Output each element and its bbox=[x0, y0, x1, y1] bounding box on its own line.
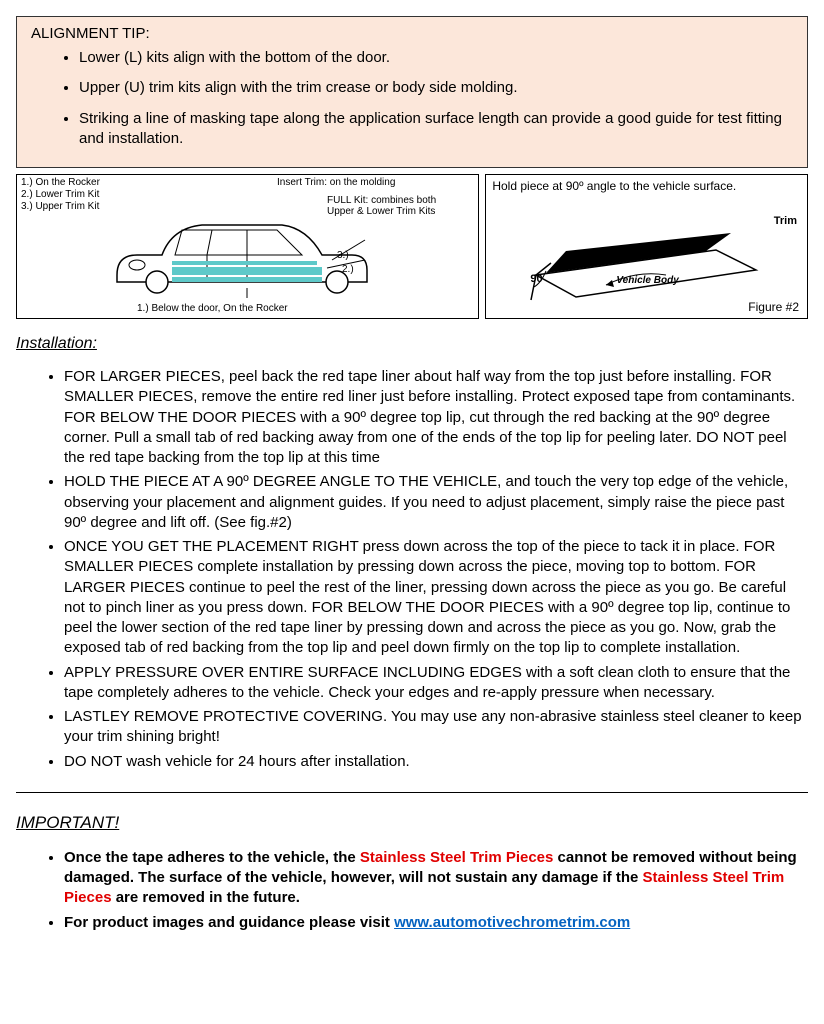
figure-label: Figure #2 bbox=[748, 300, 799, 314]
angle-diagram: Hold piece at 90º angle to the vehicle s… bbox=[485, 174, 808, 319]
tip-item: Striking a line of masking tape along th… bbox=[79, 109, 793, 150]
important-title: IMPORTANT! bbox=[16, 813, 808, 833]
trim-label: Trim bbox=[774, 215, 797, 227]
alignment-tip-box: ALIGNMENT TIP: Lower (L) kits align with… bbox=[16, 16, 808, 168]
install-item: FOR LARGER PIECES, peel back the red tap… bbox=[64, 367, 808, 468]
important-item: Once the tape adheres to the vehicle, th… bbox=[64, 848, 808, 909]
installation-title: Installation: bbox=[16, 335, 808, 353]
important-item: For product images and guidance please v… bbox=[64, 913, 808, 933]
label-3: 3.) bbox=[337, 250, 349, 261]
text: Once the tape adheres to the vehicle, th… bbox=[64, 849, 360, 866]
legend-1: 1.) On the Rocker bbox=[21, 177, 100, 188]
body-label: Vehicle Body bbox=[616, 275, 678, 286]
angle-90: 90 bbox=[530, 273, 542, 285]
tip-item: Lower (L) kits align with the bottom of … bbox=[79, 48, 793, 68]
legend-3: 3.) Upper Trim Kit bbox=[21, 201, 99, 212]
red-text: Stainless Steel Trim Pieces bbox=[360, 849, 553, 866]
install-item: ONCE YOU GET THE PLACEMENT RIGHT press d… bbox=[64, 537, 808, 659]
install-item: DO NOT wash vehicle for 24 hours after i… bbox=[64, 752, 808, 772]
installation-list: FOR LARGER PIECES, peel back the red tap… bbox=[16, 367, 808, 772]
top-note: Insert Trim: on the molding bbox=[277, 177, 395, 188]
legend-2: 2.) Lower Trim Kit bbox=[21, 189, 99, 200]
important-list: Once the tape adheres to the vehicle, th… bbox=[16, 848, 808, 933]
tip-list: Lower (L) kits align with the bottom of … bbox=[31, 48, 793, 149]
angle-note: Hold piece at 90º angle to the vehicle s… bbox=[492, 179, 736, 193]
tip-item: Upper (U) trim kits align with the trim … bbox=[79, 78, 793, 98]
divider bbox=[16, 792, 808, 793]
install-item: HOLD THE PIECE AT A 90º DEGREE ANGLE TO … bbox=[64, 472, 808, 533]
trim-mid bbox=[172, 267, 322, 275]
diagrams-row: 1.) On the Rocker 2.) Lower Trim Kit 3.)… bbox=[16, 174, 808, 319]
car-diagram: 1.) On the Rocker 2.) Lower Trim Kit 3.)… bbox=[16, 174, 479, 319]
below-note: 1.) Below the door, On the Rocker bbox=[137, 303, 288, 314]
text: are removed in the future. bbox=[112, 889, 300, 906]
label-2: 2.) bbox=[342, 264, 354, 275]
angle-svg bbox=[506, 215, 766, 310]
product-link[interactable]: www.automotivechrometrim.com bbox=[394, 914, 630, 931]
trim-upper bbox=[172, 261, 317, 265]
install-item: LASTLEY REMOVE PROTECTIVE COVERING. You … bbox=[64, 707, 808, 748]
trim-lower bbox=[172, 277, 322, 282]
install-item: APPLY PRESSURE OVER ENTIRE SURFACE INCLU… bbox=[64, 663, 808, 704]
text: For product images and guidance please v… bbox=[64, 914, 394, 931]
tip-title: ALIGNMENT TIP: bbox=[31, 25, 793, 42]
